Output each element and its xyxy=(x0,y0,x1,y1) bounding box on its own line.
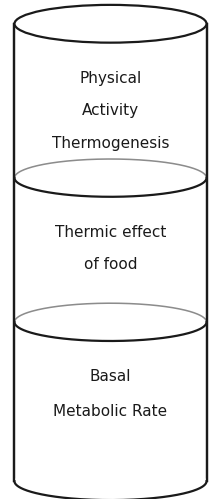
Ellipse shape xyxy=(15,159,206,197)
Ellipse shape xyxy=(15,303,206,341)
Bar xyxy=(15,24,206,481)
Text: Thermogenesis: Thermogenesis xyxy=(52,136,169,150)
Text: Activity: Activity xyxy=(82,104,139,118)
Text: Metabolic Rate: Metabolic Rate xyxy=(53,404,168,419)
Text: of food: of food xyxy=(84,258,137,272)
Text: Thermic effect: Thermic effect xyxy=(55,225,166,240)
Text: Basal: Basal xyxy=(90,370,131,384)
Ellipse shape xyxy=(15,462,206,500)
Ellipse shape xyxy=(15,5,206,43)
Text: Physical: Physical xyxy=(79,71,142,86)
